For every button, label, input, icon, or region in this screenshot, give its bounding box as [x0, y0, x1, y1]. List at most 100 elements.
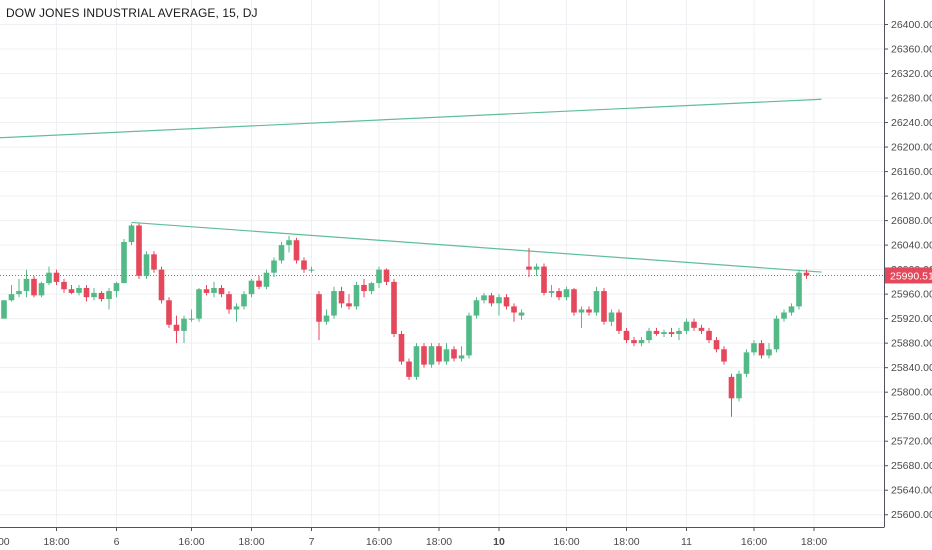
candle-body: [46, 272, 52, 284]
last-price-value: 25990.51: [890, 270, 932, 282]
candle-body: [398, 333, 405, 362]
candle: [53, 269, 60, 285]
candle-body: [586, 309, 592, 313]
candle: [616, 309, 622, 334]
candle-body: [376, 269, 382, 284]
candle-body: [706, 330, 712, 341]
candle-body: [16, 291, 22, 295]
candle: [361, 278, 367, 298]
candle: [586, 306, 592, 316]
candle: [518, 309, 525, 320]
x-tick-label: 16:00: [366, 536, 392, 548]
y-tick-label: 26120.00: [891, 191, 932, 203]
candle-body: [68, 289, 75, 293]
candle-body: [413, 346, 420, 377]
candle-body: [503, 297, 510, 307]
candle: [608, 309, 615, 327]
candle-body: [76, 288, 82, 293]
candle-body: [796, 272, 802, 307]
candle-body: [361, 284, 367, 292]
candle: [128, 223, 135, 246]
time-axis[interactable]: [0, 527, 932, 550]
candle-body: [428, 346, 435, 365]
candle-body: [83, 288, 90, 298]
candle: [803, 269, 810, 279]
x-tick-label: 11: [681, 536, 692, 548]
trendlines: [0, 98, 822, 273]
candle-body: [233, 306, 240, 310]
x-tick-label: 18:00: [43, 536, 69, 548]
candle-body: [241, 294, 247, 307]
candle: [781, 309, 787, 322]
candle-body: [166, 300, 172, 325]
candle: [631, 337, 637, 347]
candle-body: [211, 288, 217, 293]
candle-body: [466, 315, 472, 356]
candle-body: [263, 272, 270, 287]
candle-body: [541, 266, 547, 293]
candle: [691, 318, 697, 331]
candle-body: [616, 312, 622, 331]
candle-body: [443, 349, 450, 362]
candle: [98, 291, 105, 302]
y-tick-label: 25640.00: [891, 485, 932, 497]
candle: [623, 327, 630, 344]
candle: [136, 223, 142, 279]
candle-body: [436, 346, 442, 362]
y-tick-label: 25760.00: [891, 411, 932, 423]
candle-body: [113, 283, 120, 292]
candle-body: [548, 291, 555, 293]
candle-body: [38, 283, 45, 296]
candle-body: [128, 225, 135, 243]
candle-body: [751, 343, 757, 353]
candle-body: [203, 289, 210, 293]
candle-body: [301, 260, 307, 270]
candle-body: [653, 330, 660, 334]
candle: [683, 318, 690, 334]
candle: [548, 284, 555, 298]
x-tick-label: 16:00: [178, 536, 204, 548]
candle: [301, 257, 307, 273]
candle: [721, 346, 727, 365]
candle: [766, 343, 772, 359]
candle-body: [338, 291, 345, 304]
grid: [0, 0, 884, 527]
y-tick-label: 25840.00: [891, 362, 932, 374]
candle: [23, 269, 30, 298]
candle: [166, 297, 172, 328]
candle: [488, 292, 495, 307]
candle: [796, 269, 802, 310]
candle: [773, 315, 780, 353]
candle-body: [308, 269, 315, 271]
candle: [526, 248, 532, 277]
candle: [578, 306, 585, 328]
candle-body: [511, 306, 517, 313]
candle: [398, 330, 405, 365]
y-tick-label: 25960.00: [891, 289, 932, 301]
candle-body: [518, 312, 525, 316]
candle-body: [121, 242, 127, 284]
candle-body: [788, 306, 795, 313]
candle-body: [23, 278, 30, 292]
candle-body: [638, 340, 645, 344]
candle: [271, 257, 277, 277]
candle: [346, 294, 352, 310]
candle: [181, 315, 187, 344]
candle: [646, 327, 652, 344]
candle-body: [316, 294, 322, 322]
candle: [593, 286, 600, 316]
trendline-descending[interactable]: [131, 221, 822, 273]
candle: [458, 346, 465, 362]
candle-body: [758, 343, 765, 356]
candle: [211, 281, 217, 298]
candle-body: [451, 349, 457, 359]
candle-body: [721, 349, 727, 362]
x-tick-label: 16:00: [553, 536, 579, 548]
candle: [233, 303, 240, 322]
candle-body: [593, 291, 600, 313]
trendline-upper[interactable]: [0, 98, 822, 139]
y-tick-label: 26200.00: [891, 142, 932, 154]
candle: [376, 266, 382, 289]
candle: [451, 346, 457, 362]
